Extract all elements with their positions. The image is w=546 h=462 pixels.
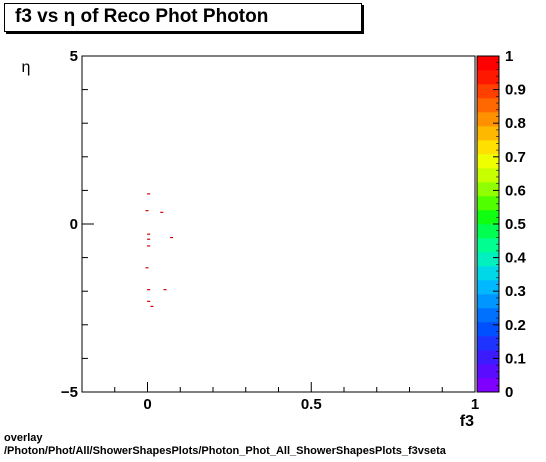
y-tick-label: −5 (61, 384, 78, 401)
y-tick-label: 0 (70, 216, 78, 233)
colorbar-swatch (477, 252, 499, 267)
colorbar-swatch (477, 280, 499, 295)
colorbar-swatch (477, 182, 499, 197)
colorbar-swatch (477, 238, 499, 253)
data-point (150, 305, 154, 308)
colorbar-swatch (477, 266, 499, 281)
colorbar-swatch (477, 364, 499, 379)
title-box: f3 vs η of Reco Phot Photon (4, 3, 362, 32)
data-points (145, 193, 174, 308)
data-point (145, 210, 149, 212)
data-point (163, 289, 167, 291)
data-point (147, 245, 151, 247)
footer-caption: overlay /Photon/Phot/All/ShowerShapesPlo… (4, 432, 446, 458)
colorbar-tick-label: 0.9 (505, 82, 526, 99)
colorbar-tick-label: 1 (505, 48, 513, 65)
colorbar-swatch (477, 126, 499, 141)
colorbar-tick-label: 0.8 (505, 115, 526, 132)
colorbar-swatch (477, 98, 499, 113)
x-tick-label: 1 (471, 396, 479, 413)
colorbar-swatch (477, 168, 499, 183)
plot-area: 0 0.5 150−5 00.10.20.30.40.50.60.70.80.91 … (22, 48, 527, 430)
footer-line-2: /Photon/Phot/All/ShowerShapesPlots/Photo… (4, 445, 446, 457)
data-point (147, 193, 151, 195)
colorbar-tick-label: 0 (505, 384, 513, 401)
data-point (147, 233, 151, 235)
data-point (160, 211, 164, 213)
axes: 0 0.5 1 5 0 −5 (61, 48, 479, 413)
colorbar-tick-label: 0.2 (505, 317, 526, 334)
colorbar-swatch (477, 112, 499, 127)
colorbar-swatch (477, 56, 499, 71)
colorbar-swatch (477, 224, 499, 239)
colorbar-swatch (477, 350, 499, 365)
data-point (145, 267, 149, 269)
x-tick-label: 0 (143, 396, 151, 413)
y-tick-label: 5 (70, 48, 78, 65)
colorbar-swatch (477, 196, 499, 211)
data-point (170, 236, 174, 239)
colorbar-swatch (477, 84, 499, 99)
colorbar: 0 0.1 0.2 0.3 0.4 0.5 0.6 0.7 0.8 0.9 1 (476, 48, 527, 401)
colorbar-swatch (477, 210, 499, 225)
colorbar-swatch (477, 140, 499, 155)
colorbar-tick-label: 0.1 (505, 350, 526, 367)
colorbar-swatch (477, 294, 499, 309)
x-tick-label: 0.5 (301, 396, 322, 413)
colorbar-tick-label: 0.3 (505, 283, 526, 300)
colorbar-swatch (477, 70, 499, 85)
colorbar-tick-label: 0.6 (505, 182, 526, 199)
footer-line-1: overlay (4, 432, 43, 444)
colorbar-swatch (477, 336, 499, 351)
plot-frame (81, 55, 476, 393)
colorbar-swatch (477, 154, 499, 169)
y-axis-label: η (22, 59, 31, 76)
data-point (147, 289, 151, 291)
colorbar-swatch (477, 378, 499, 393)
colorbar-swatch (477, 308, 499, 323)
colorbar-tick-label: 0.7 (505, 149, 526, 166)
data-point (147, 238, 151, 240)
colorbar-tick-label: 0.5 (505, 216, 526, 233)
x-axis-label: f3 (460, 413, 474, 430)
colorbar-swatch (477, 322, 499, 337)
colorbar-tick-label: 0.4 (505, 250, 527, 267)
chart-title: f3 vs η of Reco Phot Photon (15, 6, 269, 27)
data-point (147, 300, 151, 302)
